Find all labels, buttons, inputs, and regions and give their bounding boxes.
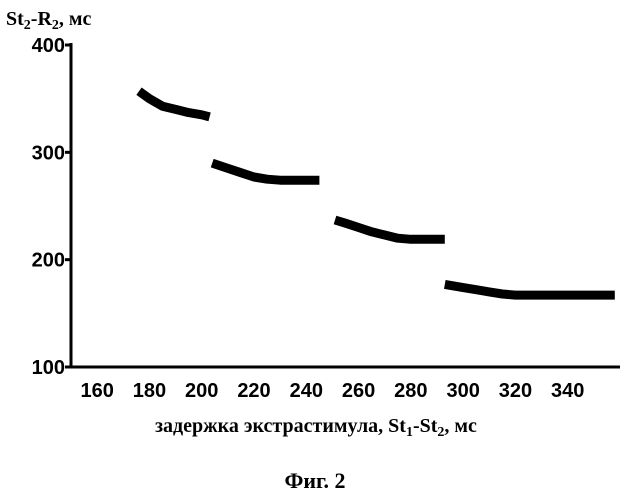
y-tick-label: 300 — [32, 142, 65, 164]
x-tick-label: 340 — [551, 380, 584, 402]
y-tick-label: 200 — [32, 250, 65, 272]
series-line-3 — [335, 220, 445, 239]
x-axis-title: задержка экстрастимула, St1-St2, мс — [155, 415, 477, 440]
x-ticks: 160 180 200 220 240 260 280 300 320 340 — [80, 380, 584, 402]
x-tick-label: 320 — [499, 380, 532, 402]
x-tick-label: 200 — [185, 380, 218, 402]
plot-area — [139, 91, 615, 295]
x-tick-label: 260 — [342, 380, 375, 402]
figure-caption: Фиг. 2 — [284, 468, 345, 493]
y-ticks: 100 200 300 400 — [32, 35, 71, 379]
y-axis-title: St2-R2, мс — [6, 8, 92, 33]
y-tick-label: 400 — [32, 35, 65, 57]
x-tick-label: 300 — [446, 380, 479, 402]
series-line-1 — [139, 91, 210, 117]
x-tick-label: 160 — [80, 380, 113, 402]
y-tick-label: 100 — [32, 357, 65, 379]
axes — [70, 43, 620, 368]
x-tick-label: 240 — [290, 380, 323, 402]
x-tick-label: 280 — [394, 380, 427, 402]
series-line-2 — [212, 163, 319, 180]
series-line-4 — [445, 284, 615, 295]
x-tick-label: 220 — [237, 380, 270, 402]
x-tick-label: 180 — [133, 380, 166, 402]
